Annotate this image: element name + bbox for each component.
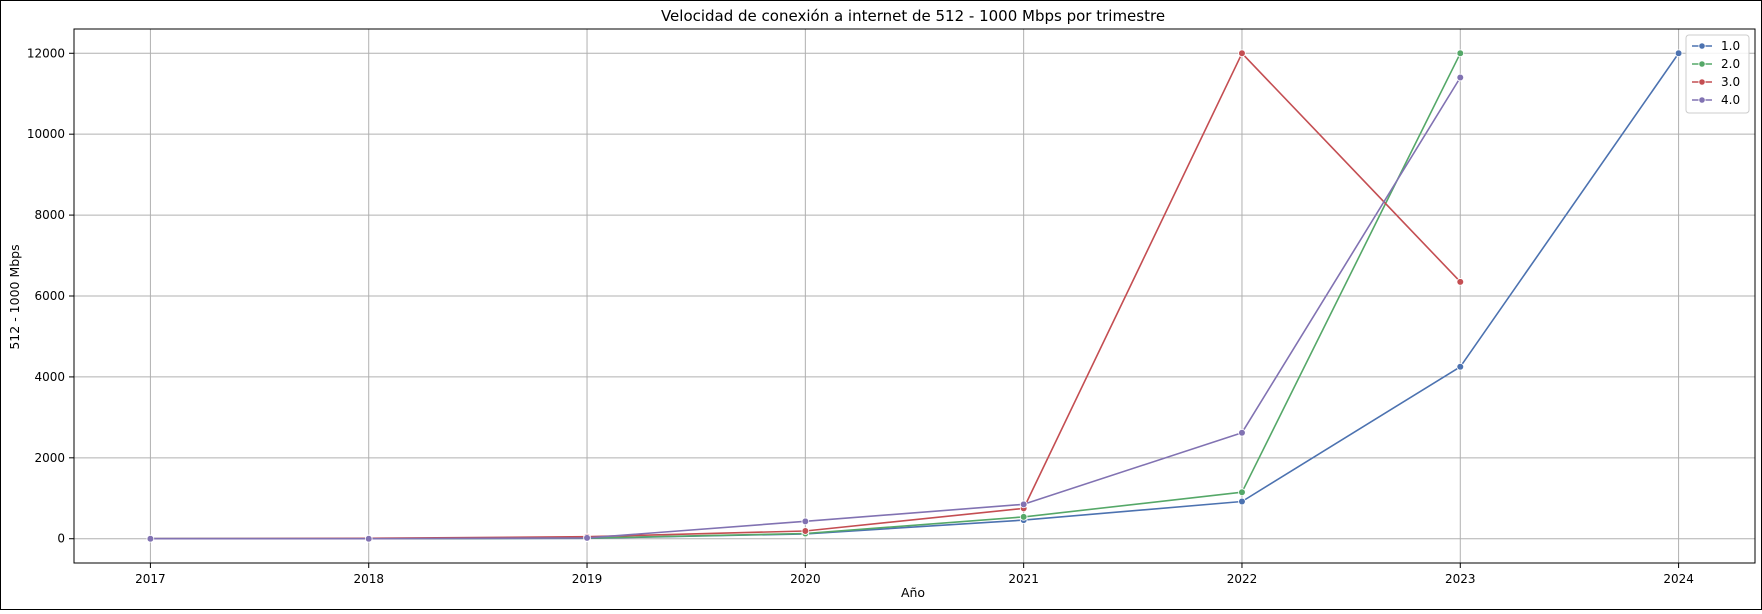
- data-point: [1456, 278, 1465, 286]
- y-tick-label: 2000: [34, 451, 65, 465]
- legend-label: 2.0: [1721, 57, 1740, 71]
- x-tick-label: 2021: [1008, 572, 1039, 586]
- data-point: [1674, 49, 1683, 58]
- legend-item: 3.0: [1692, 75, 1740, 89]
- x-tick-label: 2018: [353, 572, 384, 586]
- data-point: [1456, 362, 1465, 371]
- data-point: [801, 527, 810, 535]
- x-axis-label: Año: [901, 585, 925, 600]
- data-point: [1238, 49, 1246, 58]
- data-point: [1238, 428, 1246, 437]
- x-tick-label: 2023: [1445, 572, 1476, 586]
- chart-title: Velocidad de conexión a internet de 512 …: [661, 7, 1165, 25]
- legend-item: 4.0: [1692, 93, 1740, 107]
- legend-marker: [1698, 42, 1706, 50]
- legend-marker: [1698, 96, 1706, 104]
- legend-box: [1685, 34, 1750, 114]
- legend-item: 2.0: [1692, 57, 1740, 71]
- data-point: [1456, 73, 1465, 82]
- series-group: [146, 49, 1683, 543]
- x-tick-label: 2024: [1663, 572, 1694, 586]
- series-4.0: [146, 73, 1465, 543]
- data-point: [1019, 513, 1028, 521]
- legend-label: 4.0: [1721, 93, 1740, 107]
- y-tick-label: 8000: [34, 208, 65, 222]
- legend: 1.0 2.0 3.0 4.0: [1685, 34, 1750, 114]
- data-point: [1238, 488, 1246, 497]
- y-tick-label: 12000: [27, 46, 65, 60]
- y-tick-label: 0: [57, 532, 65, 546]
- y-axis: 0 2000 4000 6000 8000 10000 12000: [27, 46, 74, 546]
- y-axis-label: 512 - 1000 Mbps: [7, 244, 22, 349]
- x-tick-label: 2019: [572, 572, 603, 586]
- legend-marker: [1698, 60, 1706, 68]
- y-tick-label: 6000: [34, 289, 65, 303]
- data-point: [1019, 500, 1028, 509]
- grid: [74, 29, 1755, 563]
- data-point: [583, 534, 591, 542]
- data-point: [801, 517, 810, 526]
- y-tick-label: 4000: [34, 370, 65, 384]
- x-axis: 2017 2018 2019 2020 2021 2022 2023 2024: [135, 563, 1694, 586]
- y-tick-label: 10000: [27, 127, 65, 141]
- data-point: [364, 534, 373, 543]
- x-tick-label: 2020: [790, 572, 821, 586]
- legend-item: 1.0: [1692, 39, 1740, 53]
- data-point: [1238, 497, 1246, 506]
- x-tick-label: 2022: [1227, 572, 1258, 586]
- data-point: [1456, 49, 1465, 58]
- legend-label: 1.0: [1721, 39, 1740, 53]
- legend-marker: [1698, 78, 1706, 86]
- x-tick-label: 2017: [135, 572, 166, 586]
- data-point: [146, 534, 155, 543]
- legend-label: 3.0: [1721, 75, 1740, 89]
